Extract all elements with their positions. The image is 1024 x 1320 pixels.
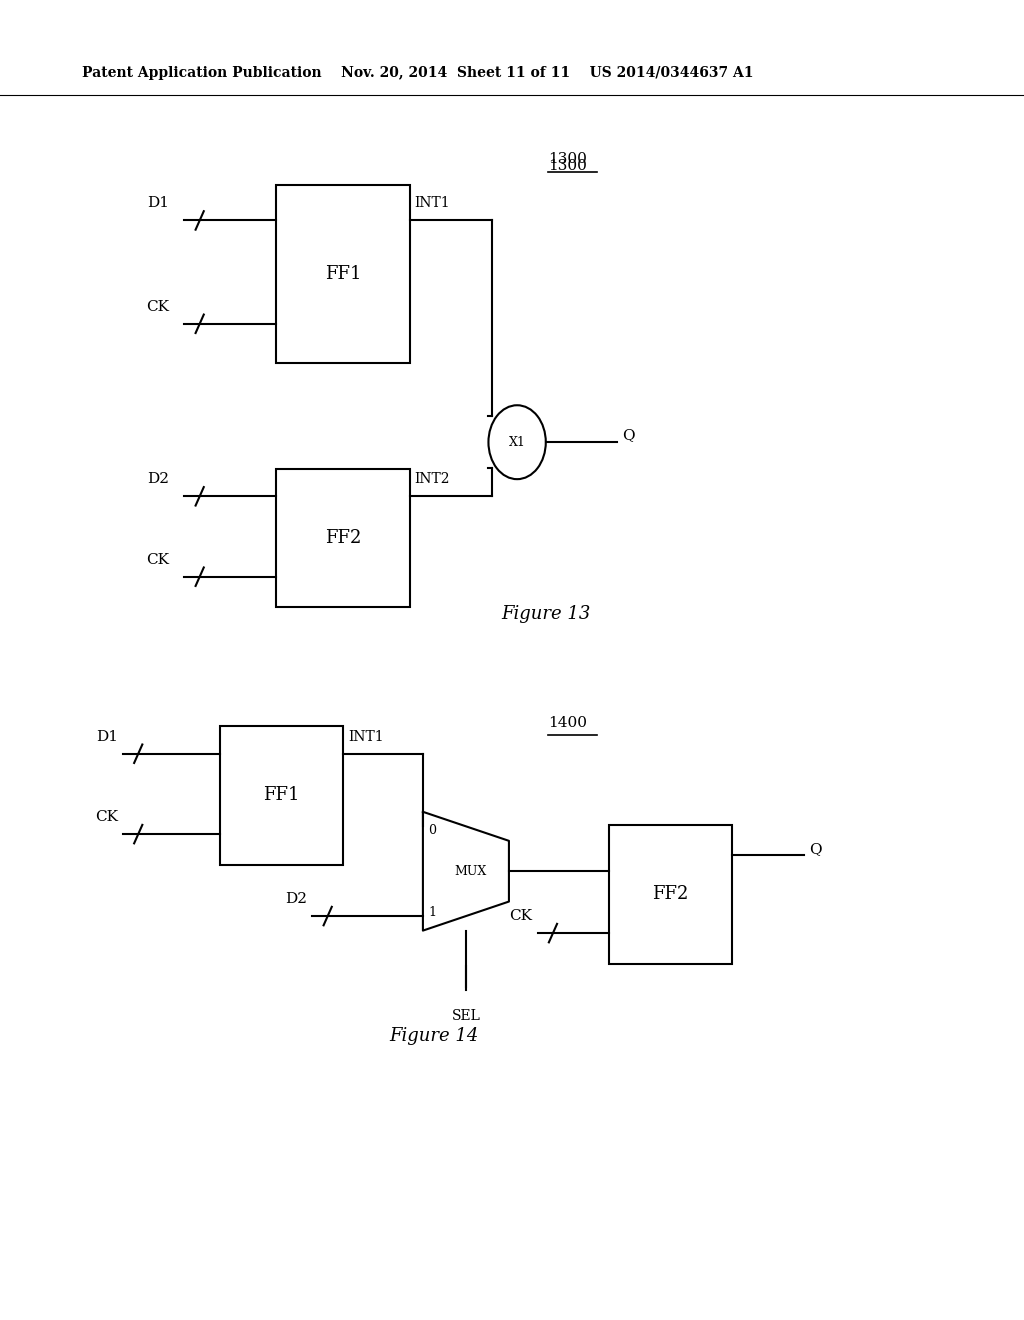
FancyBboxPatch shape — [220, 726, 343, 865]
Text: X1: X1 — [509, 436, 525, 449]
Text: FF1: FF1 — [263, 787, 300, 804]
FancyBboxPatch shape — [276, 469, 410, 607]
Text: MUX: MUX — [454, 865, 486, 878]
Text: Q: Q — [809, 842, 821, 855]
FancyBboxPatch shape — [276, 185, 410, 363]
Text: Figure 14: Figure 14 — [389, 1027, 478, 1045]
Text: CK: CK — [95, 810, 118, 824]
Text: CK: CK — [146, 553, 169, 566]
Text: FF2: FF2 — [652, 886, 689, 903]
Text: FF1: FF1 — [325, 265, 361, 282]
Text: Q: Q — [623, 429, 635, 442]
Text: 1: 1 — [428, 906, 436, 919]
Text: CK: CK — [146, 300, 169, 314]
Text: D1: D1 — [96, 730, 118, 743]
Text: FF2: FF2 — [325, 529, 361, 546]
Text: D1: D1 — [147, 197, 169, 210]
Text: CK: CK — [510, 909, 532, 923]
Text: 1400: 1400 — [548, 715, 587, 730]
FancyBboxPatch shape — [609, 825, 732, 964]
Text: D2: D2 — [147, 473, 169, 486]
Text: D2: D2 — [286, 892, 307, 906]
Text: Figure 13: Figure 13 — [502, 605, 591, 623]
Text: 1300: 1300 — [548, 152, 587, 166]
Text: 1300: 1300 — [548, 160, 587, 173]
Polygon shape — [423, 812, 509, 931]
Text: 0: 0 — [428, 824, 436, 837]
Text: Patent Application Publication    Nov. 20, 2014  Sheet 11 of 11    US 2014/03446: Patent Application Publication Nov. 20, … — [82, 66, 754, 79]
Text: SEL: SEL — [452, 1010, 480, 1023]
Text: INT2: INT2 — [415, 473, 451, 486]
Text: INT1: INT1 — [348, 730, 384, 743]
Text: INT1: INT1 — [415, 197, 451, 210]
